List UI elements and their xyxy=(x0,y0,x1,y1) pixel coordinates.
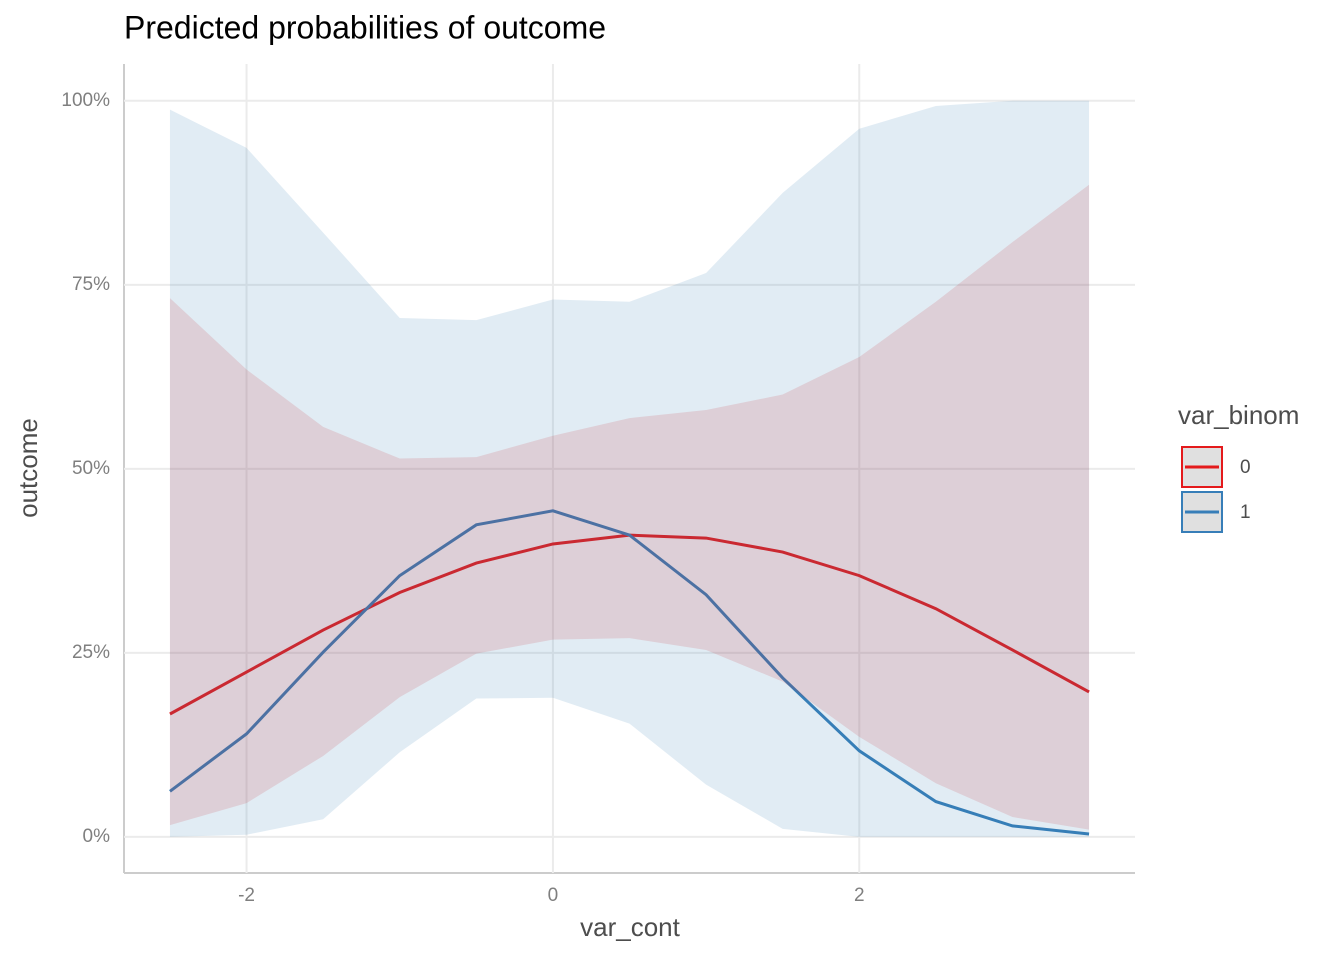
legend-label: 0 xyxy=(1240,457,1251,478)
x-tick-label: 2 xyxy=(854,885,865,906)
y-axis-title: outcome xyxy=(13,418,43,518)
chart-title: Predicted probabilities of outcome xyxy=(124,9,606,45)
legend-label: 1 xyxy=(1240,502,1251,523)
x-tick-label: -2 xyxy=(238,885,255,906)
series-line xyxy=(169,509,1090,836)
y-tick-label: 75% xyxy=(72,274,110,295)
confidence-band xyxy=(169,100,1090,837)
confidence-band xyxy=(169,184,1090,830)
x-axis-title: var_cont xyxy=(580,912,680,942)
y-tick-label: 100% xyxy=(61,90,110,111)
x-tick-label: 0 xyxy=(548,885,559,906)
y-tick-label: 0% xyxy=(83,826,111,847)
y-tick-label: 50% xyxy=(72,458,110,479)
y-tick-label: 25% xyxy=(72,642,110,663)
legend-title: var_binom xyxy=(1178,400,1299,430)
